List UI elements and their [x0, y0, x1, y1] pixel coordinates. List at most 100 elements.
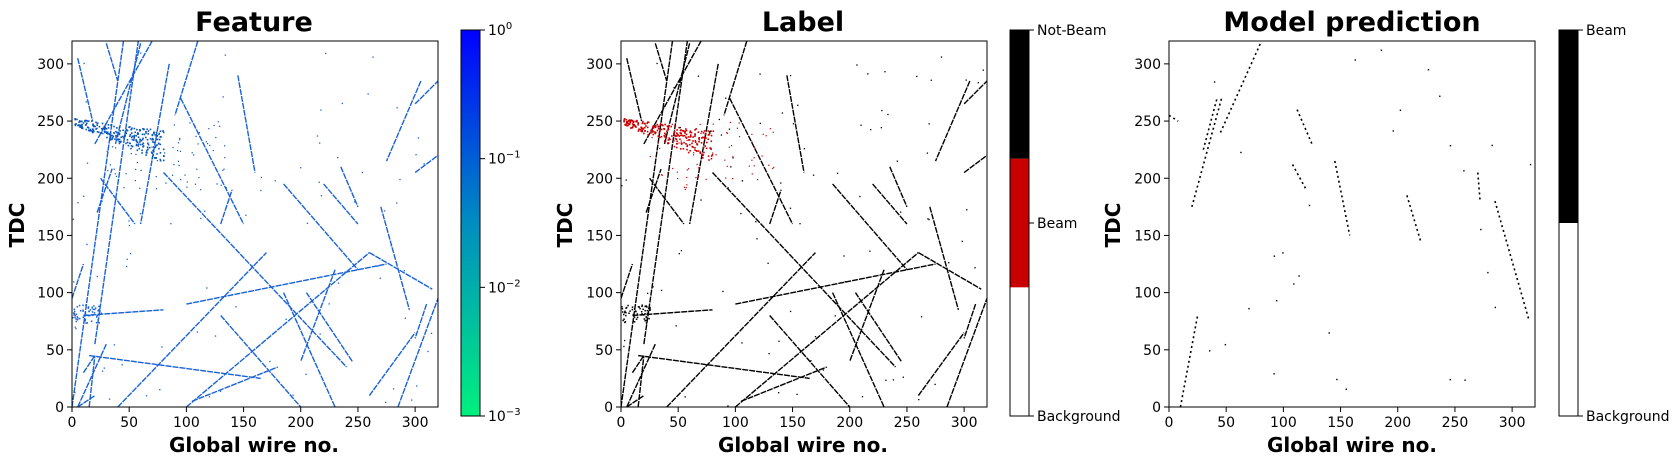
beam-hit	[152, 146, 155, 148]
beam-hit	[712, 130, 715, 133]
beam-hit	[700, 130, 703, 133]
beam-hit	[189, 122, 191, 124]
beam-hit	[676, 140, 678, 143]
noise-hit	[76, 306, 79, 308]
noise-hit	[1213, 81, 1216, 83]
noise-hit	[621, 308, 624, 310]
noise-hit	[78, 317, 81, 320]
beam-hit	[697, 150, 700, 152]
beam-hit	[145, 150, 148, 152]
noise-hit	[645, 316, 648, 319]
noise-hit	[129, 252, 132, 255]
beam-hit	[186, 181, 188, 183]
beam-hit	[642, 128, 645, 130]
beam-hit	[84, 119, 86, 122]
noise-hit	[93, 305, 95, 307]
y-tick-label: 300	[1134, 57, 1161, 73]
noise-hit	[621, 311, 624, 313]
noise-hit	[678, 253, 680, 255]
noise-hit	[200, 217, 202, 220]
noise-hit	[647, 312, 650, 315]
beam-hit	[196, 168, 198, 170]
track-hit	[96, 168, 113, 213]
beam-hit	[118, 140, 120, 143]
noise-hit	[1345, 388, 1347, 390]
beam-hit	[126, 139, 129, 141]
beam-hit	[684, 132, 686, 134]
noise-hit	[95, 321, 98, 324]
colorbar-segment	[1559, 223, 1578, 416]
beam-hit	[153, 132, 155, 135]
x-tick-label: 0	[1165, 415, 1174, 431]
noise-hit	[881, 109, 883, 112]
noise-hit	[1293, 283, 1295, 285]
axis-ticks: 0 50 100 150 200 250 300 0 50 100 150 200 250 300	[586, 57, 977, 431]
beam-hit	[139, 143, 142, 146]
beam-hit	[142, 137, 144, 140]
beam-hit	[153, 157, 156, 159]
beam-hit	[633, 120, 635, 123]
beam-hit	[157, 142, 160, 145]
noise-hit	[1427, 69, 1430, 71]
track-hit	[369, 251, 433, 290]
beam-hit	[686, 184, 688, 186]
noise-hit	[218, 125, 221, 128]
beam-hit	[74, 124, 77, 127]
noise-hit	[392, 388, 395, 390]
beam-hit	[151, 158, 153, 160]
track-hit	[385, 80, 422, 162]
beam-hit	[116, 135, 119, 137]
x-tick-label: 200	[836, 415, 863, 431]
noise-hit	[86, 322, 89, 324]
beam-hit	[150, 151, 153, 154]
noise-hit	[624, 311, 626, 314]
track-hit	[723, 41, 748, 116]
beam-hit	[772, 131, 774, 133]
beam-hit	[678, 142, 680, 144]
noise-hit	[870, 128, 872, 131]
beam-hit	[81, 126, 84, 129]
noise-hit	[974, 267, 976, 269]
colorbar: Background Beam Not-Beam	[1009, 23, 1121, 425]
beam-hit	[663, 128, 666, 131]
noise-hit	[82, 316, 85, 319]
beam-hit	[133, 127, 136, 130]
beam-hit	[135, 144, 138, 147]
track-hit	[94, 41, 140, 345]
noise-hit	[113, 344, 116, 346]
beam-hit	[647, 134, 649, 136]
noise-hit	[128, 220, 130, 222]
beam-hit	[91, 130, 94, 132]
noise-hit	[730, 166, 732, 168]
beam-hit	[194, 125, 196, 127]
colorbar-tick-exponent: −1	[506, 150, 521, 161]
beam-hit	[664, 133, 667, 136]
beam-hit	[138, 147, 141, 150]
track-hit	[186, 263, 387, 305]
plot-area	[1168, 40, 1536, 408]
beam-hit	[692, 146, 695, 149]
beam-hit	[696, 163, 698, 166]
noise-hit	[77, 202, 79, 204]
beam-hit	[696, 143, 699, 146]
track-hit	[191, 366, 279, 402]
noise-hit	[103, 367, 105, 369]
beam-hit	[685, 187, 687, 189]
noise-hit	[892, 379, 895, 381]
beam-hit	[698, 137, 700, 139]
beam-hit	[646, 130, 649, 133]
beam-hit	[651, 126, 654, 129]
beam-hit	[693, 152, 695, 154]
beam-hit	[96, 131, 99, 133]
beam-hit	[129, 133, 132, 136]
beam-hit	[162, 155, 165, 158]
beam-hit	[162, 159, 165, 162]
noise-hit	[75, 313, 78, 316]
beam-hit	[683, 130, 685, 133]
noise-hit	[720, 134, 723, 136]
noise-hit	[82, 304, 84, 307]
beam-hit	[672, 139, 675, 142]
noise-hit	[622, 319, 624, 322]
noise-hit	[1399, 109, 1402, 112]
beam-hit	[130, 145, 133, 147]
